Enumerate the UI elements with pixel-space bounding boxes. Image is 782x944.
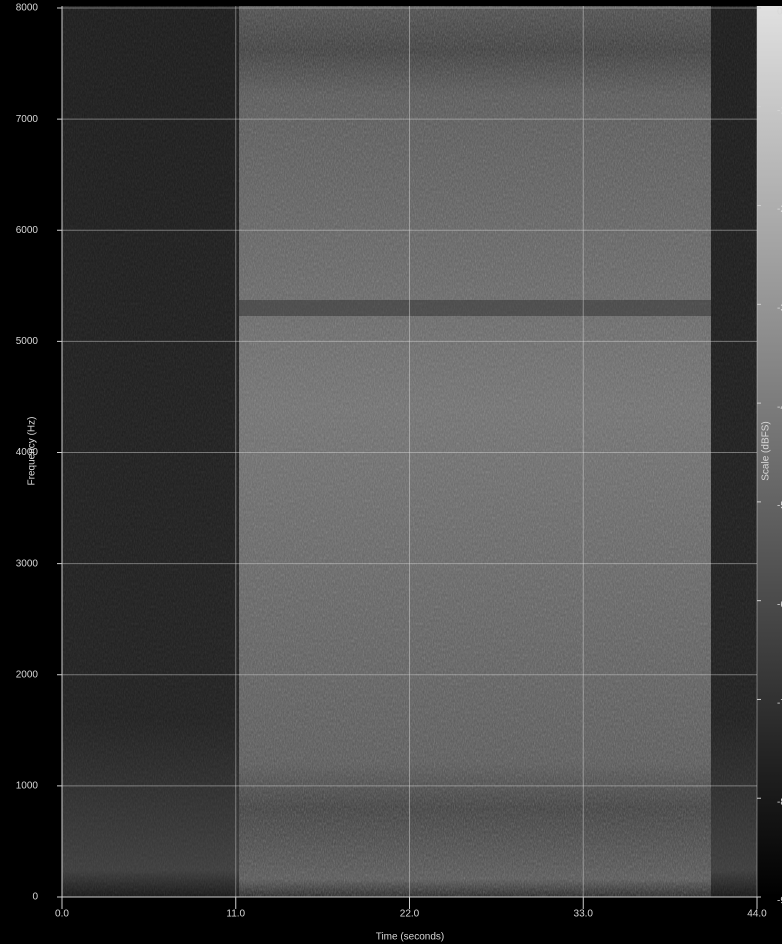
y-tick-label: 6000 — [16, 225, 39, 236]
axes: 0 1000 2000 3000 4000 5000 6000 7000 8000 0.0 11.0… — [16, 3, 782, 920]
y-tick-label: 7000 — [16, 114, 39, 125]
y-tick-label: 8000 — [16, 3, 39, 14]
colorbar-tick-label: -60 — [777, 599, 782, 610]
y-axis-label: Frequency (Hz) — [27, 417, 38, 486]
colorbar-tick-label: -10 — [777, 105, 782, 116]
colorbar-tick-label: -80 — [777, 797, 782, 808]
y-tick-label: 0 — [32, 892, 38, 903]
x-tick-label: 22.0 — [400, 909, 420, 920]
y-tick-label: 4000 — [16, 447, 39, 458]
colorbar — [757, 6, 782, 897]
colorbar-tick-label: -90 — [777, 896, 782, 907]
x-tick-label: 11.0 — [226, 909, 245, 920]
colorbar-tick-label: 0 — [777, 7, 782, 18]
x-tick-label: 33.0 — [574, 909, 594, 920]
y-tick-label: 5000 — [16, 336, 39, 347]
colorbar-label: Scale (dBFS) — [761, 421, 772, 480]
x-tick-label: 44.0 — [747, 909, 767, 920]
spectrogram-band — [239, 300, 711, 316]
colorbar-tick-label: -70 — [777, 698, 782, 709]
spectrogram-signal-noise — [239, 6, 711, 897]
x-axis-label: Time (seconds) — [376, 932, 445, 943]
colorbar-tick-label: -20 — [777, 204, 782, 215]
colorbar-tick-label: -50 — [777, 501, 782, 512]
colorbar-tick-label: -30 — [777, 303, 782, 314]
colorbar-tick-label: -40 — [777, 402, 782, 413]
y-tick-label: 3000 — [16, 558, 39, 569]
y-tick-label: 2000 — [16, 669, 39, 680]
y-tick-label: 1000 — [16, 781, 39, 792]
x-tick-label: 0.0 — [55, 909, 69, 920]
